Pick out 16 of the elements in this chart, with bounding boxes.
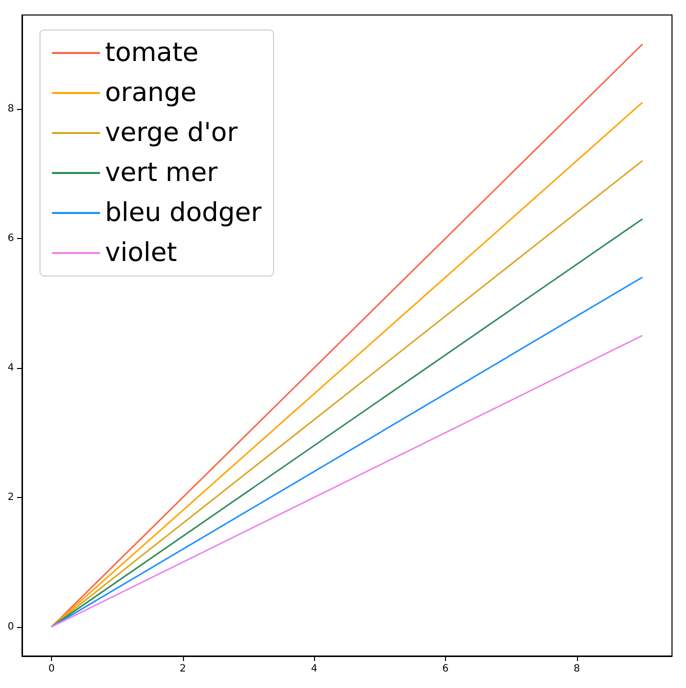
x-tick-label: 0: [48, 664, 55, 674]
legend-label: vert mer: [105, 158, 218, 188]
y-tick-label: 4: [8, 362, 14, 374]
legend-label: verge d'or: [105, 118, 238, 148]
x-tick-label: 4: [310, 664, 318, 674]
legend-label: violet: [105, 238, 177, 268]
y-tick-label: 8: [8, 103, 14, 114]
x-tick-label: 8: [574, 664, 580, 674]
legend-label: tomate: [105, 38, 199, 68]
legend-label: orange: [105, 78, 197, 108]
y-tick-label: 6: [8, 232, 14, 244]
y-tick-label: 2: [8, 492, 14, 503]
legend-label: bleu dodger: [105, 198, 262, 228]
x-tick-label: 2: [180, 664, 186, 674]
x-tick-label: 6: [442, 664, 449, 674]
y-tick-label: 0: [8, 621, 14, 632]
